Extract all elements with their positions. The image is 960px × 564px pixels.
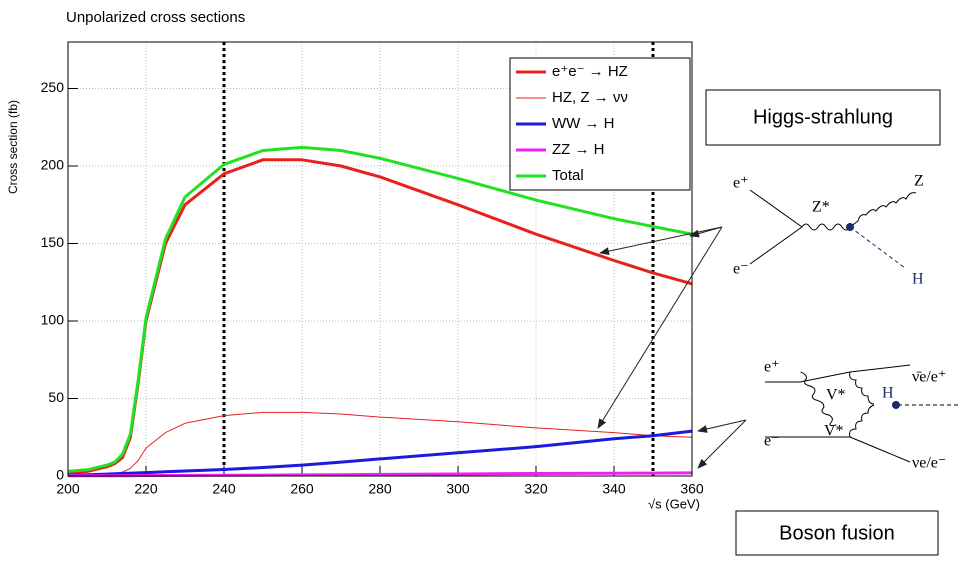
y-tick-label: 0 <box>56 467 64 483</box>
y-tick-label: 50 <box>48 389 64 405</box>
x-tick-label: 260 <box>290 481 314 497</box>
diagram-label: V* <box>824 423 844 440</box>
diagram-label: V* <box>826 387 846 404</box>
diagram-label: e⁻ <box>733 261 749 278</box>
feynman-diagram <box>749 189 917 269</box>
diagram-label: ν̄e/e⁺ <box>912 369 946 386</box>
legend-label: Total <box>552 167 584 184</box>
chart-title: Unpolarized cross sections <box>66 9 245 26</box>
diagram-label: H <box>882 385 894 402</box>
y-tick-label: 150 <box>41 234 65 250</box>
arrows <box>597 226 747 469</box>
x-tick-label: 200 <box>56 481 80 497</box>
diagram-label: Z* <box>812 199 830 216</box>
diagram-label: e⁻ <box>764 433 780 450</box>
x-axis-label: √s (GeV) <box>648 496 700 511</box>
diagram-label: e⁺ <box>733 175 749 192</box>
series-line <box>67 145 693 473</box>
x-tick-label: 280 <box>368 481 392 497</box>
diagram-label: e⁺ <box>764 359 780 376</box>
annotation: Higgs-strahlung <box>753 106 893 128</box>
x-tick-label: 240 <box>212 481 236 497</box>
x-tick-label: 300 <box>446 481 470 497</box>
y-tick-label: 200 <box>41 157 65 173</box>
feynman-diagram <box>765 364 958 463</box>
legend-label: ZZ → H <box>552 141 605 158</box>
diagram-label: H <box>912 271 924 288</box>
plot-frame <box>67 41 693 477</box>
legend-label: e⁺e⁻ → HZ <box>552 63 628 80</box>
annotation-box <box>705 89 941 146</box>
annotation-box <box>735 510 939 556</box>
diagram-label: νe/e⁻ <box>912 455 946 472</box>
x-tick-label: 360 <box>680 481 704 497</box>
annotation: Boson fusion <box>779 522 895 544</box>
x-tick-label: 220 <box>134 481 158 497</box>
diagram-label: Z <box>914 173 924 190</box>
x-tick-label: 340 <box>602 481 626 497</box>
legend-label: WW → H <box>552 115 614 132</box>
x-tick-label: 320 <box>524 481 548 497</box>
y-tick-label: 250 <box>41 79 65 95</box>
plot: 0 50 100 150 200 250 200 220 240 260 280 300 320 340 3… <box>41 41 704 497</box>
legend-label: HZ, Z → νν <box>552 89 628 106</box>
series-line <box>67 429 693 477</box>
y-axis-label: Cross section (fb) <box>6 100 20 194</box>
y-tick-label: 100 <box>41 312 65 328</box>
